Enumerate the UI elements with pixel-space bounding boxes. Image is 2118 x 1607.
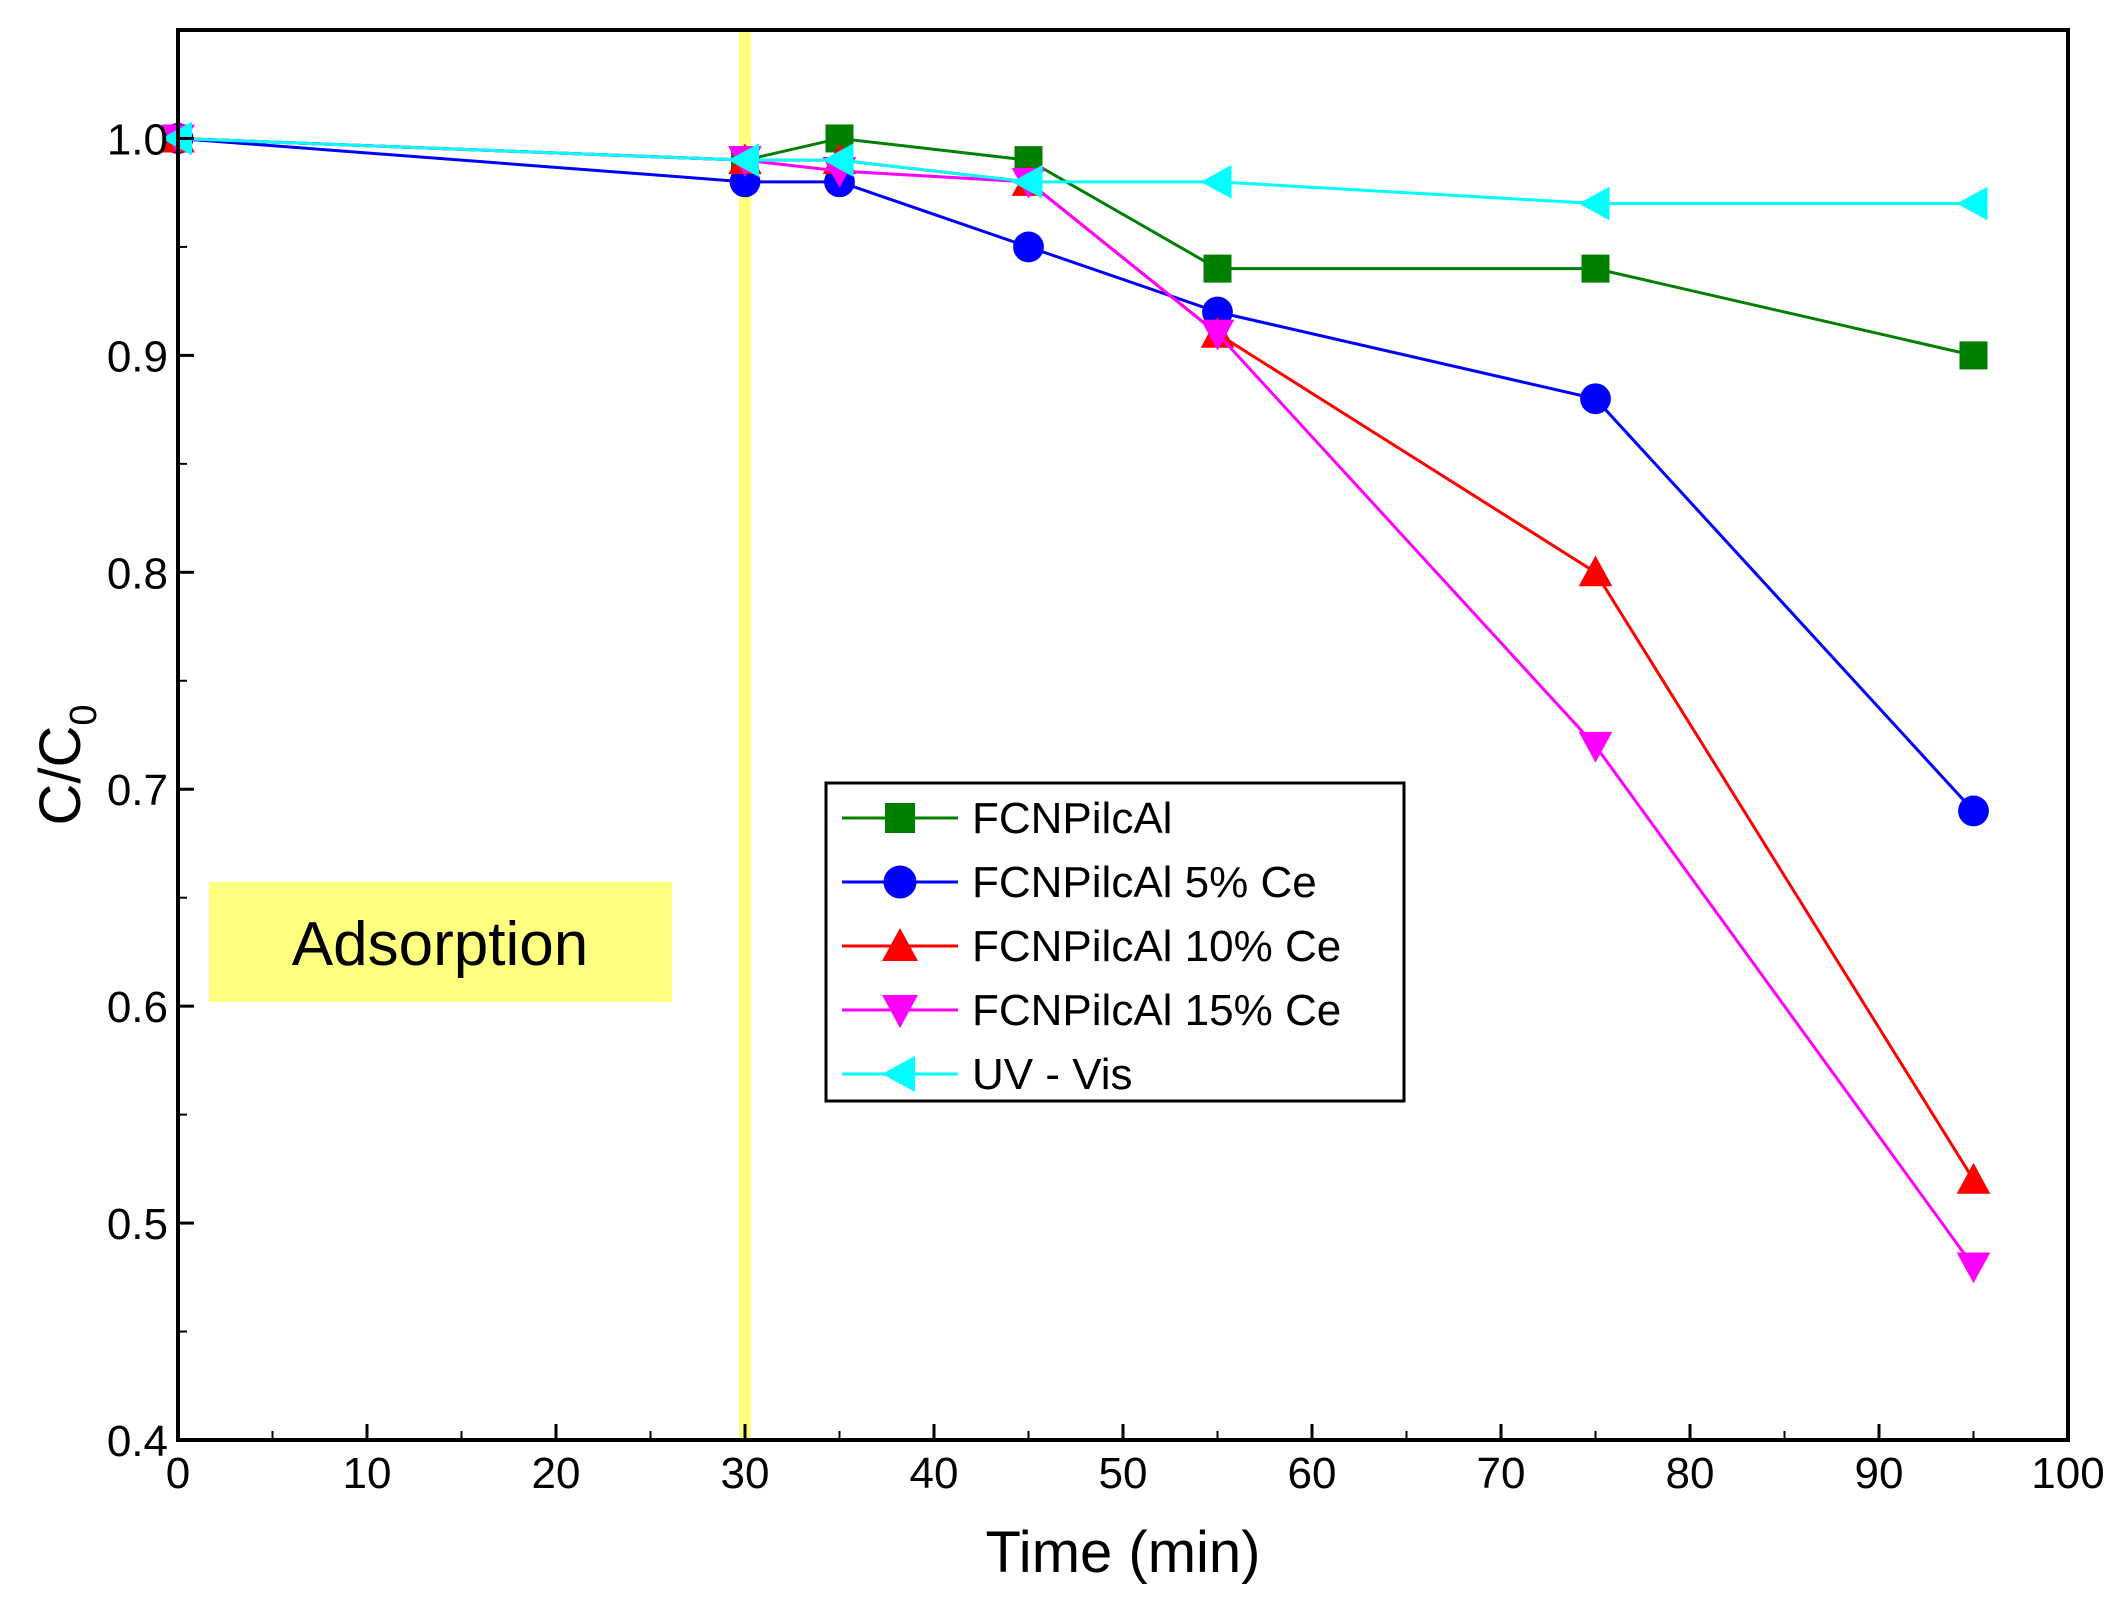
legend-entry: FCNPilcAl 10% Ce bbox=[842, 922, 1341, 971]
x-tick-label: 40 bbox=[910, 1449, 959, 1498]
data-point bbox=[1959, 341, 1988, 370]
data-point bbox=[728, 143, 759, 177]
adsorption-annotation: Adsorption bbox=[209, 882, 672, 1002]
y-axis-ticks: 0.4 0.5 0.6 0.7 0.8 0.9 1.0 bbox=[107, 115, 194, 1466]
x-tick-label: 100 bbox=[2031, 1449, 2104, 1498]
x-tick-label: 10 bbox=[343, 1449, 392, 1498]
legend-marker bbox=[882, 1056, 915, 1092]
x-tick-label: 20 bbox=[532, 1449, 581, 1498]
data-point bbox=[1200, 165, 1232, 199]
y-tick-label: 0.6 bbox=[107, 983, 168, 1032]
x-tick-label: 80 bbox=[1666, 1449, 1715, 1498]
legend-entry: FCNPilcAl 15% Ce bbox=[842, 986, 1341, 1035]
legend-label: FCNPilcAl bbox=[972, 794, 1172, 843]
x-tick-label: 60 bbox=[1288, 1449, 1337, 1498]
legend-label: FCNPilcAl 15% Ce bbox=[972, 986, 1341, 1035]
svg-text:C/C0: C/C0 bbox=[28, 704, 105, 825]
y-tick-label: 0.8 bbox=[107, 549, 168, 598]
x-tick-label: 90 bbox=[1855, 1449, 1904, 1498]
legend: FCNPilcAl FCNPilcAl 5% Ce FCNPilcAl 10% Ce… bbox=[824, 781, 1406, 1103]
x-axis-title: Time (min) bbox=[986, 1520, 1261, 1585]
data-point bbox=[1013, 231, 1044, 263]
data-point bbox=[1011, 165, 1043, 199]
data-point bbox=[1581, 254, 1610, 283]
series-layer bbox=[161, 121, 1991, 1284]
legend-label: FCNPilcAl 5% Ce bbox=[972, 858, 1317, 907]
legend-marker bbox=[883, 865, 917, 899]
y-tick-label: 1.0 bbox=[107, 115, 168, 164]
data-point bbox=[1580, 383, 1611, 415]
data-point bbox=[1203, 254, 1232, 283]
legend-label: UV - Vis bbox=[972, 1050, 1133, 1099]
adsorption-label: Adsorption bbox=[292, 910, 588, 979]
series-5 bbox=[161, 121, 1988, 221]
y-tick-label: 0.5 bbox=[107, 1200, 168, 1249]
x-axis-ticks: 0 10 20 30 40 50 60 70 80 90 100 bbox=[166, 1424, 2105, 1498]
data-point bbox=[1958, 795, 1989, 827]
legend-entry: UV - Vis bbox=[842, 1050, 1133, 1099]
legend-marker bbox=[885, 803, 915, 833]
data-point bbox=[1578, 731, 1613, 763]
y-axis-title-subscript: 0 bbox=[63, 704, 105, 725]
data-point bbox=[1956, 186, 1988, 221]
x-tick-label: 0 bbox=[166, 1449, 190, 1498]
legend-label: FCNPilcAl 10% Ce bbox=[972, 922, 1341, 971]
legend-marker bbox=[882, 995, 918, 1028]
legend-marker bbox=[882, 928, 918, 961]
data-point bbox=[1200, 319, 1235, 351]
data-point bbox=[1578, 186, 1610, 221]
x-tick-label: 50 bbox=[1099, 1449, 1148, 1498]
y-axis-title: C/C0 bbox=[28, 704, 105, 825]
y-tick-label: 0.9 bbox=[107, 332, 168, 381]
y-tick-label: 0.7 bbox=[107, 766, 168, 815]
y-axis-title-main: C/C bbox=[28, 726, 93, 826]
adsorption-box bbox=[209, 882, 672, 1002]
legend-entry: FCNPilcAl bbox=[842, 794, 1172, 843]
data-point bbox=[1956, 1162, 1991, 1194]
data-point bbox=[1578, 555, 1613, 587]
legend-box bbox=[824, 781, 1406, 1103]
x-tick-label: 70 bbox=[1477, 1449, 1526, 1498]
legend-entry: FCNPilcAl 5% Ce bbox=[842, 858, 1317, 907]
x-tick-label: 30 bbox=[721, 1449, 770, 1498]
y-tick-label: 0.4 bbox=[107, 1417, 168, 1466]
data-point bbox=[1956, 1252, 1991, 1284]
data-point bbox=[822, 143, 854, 177]
